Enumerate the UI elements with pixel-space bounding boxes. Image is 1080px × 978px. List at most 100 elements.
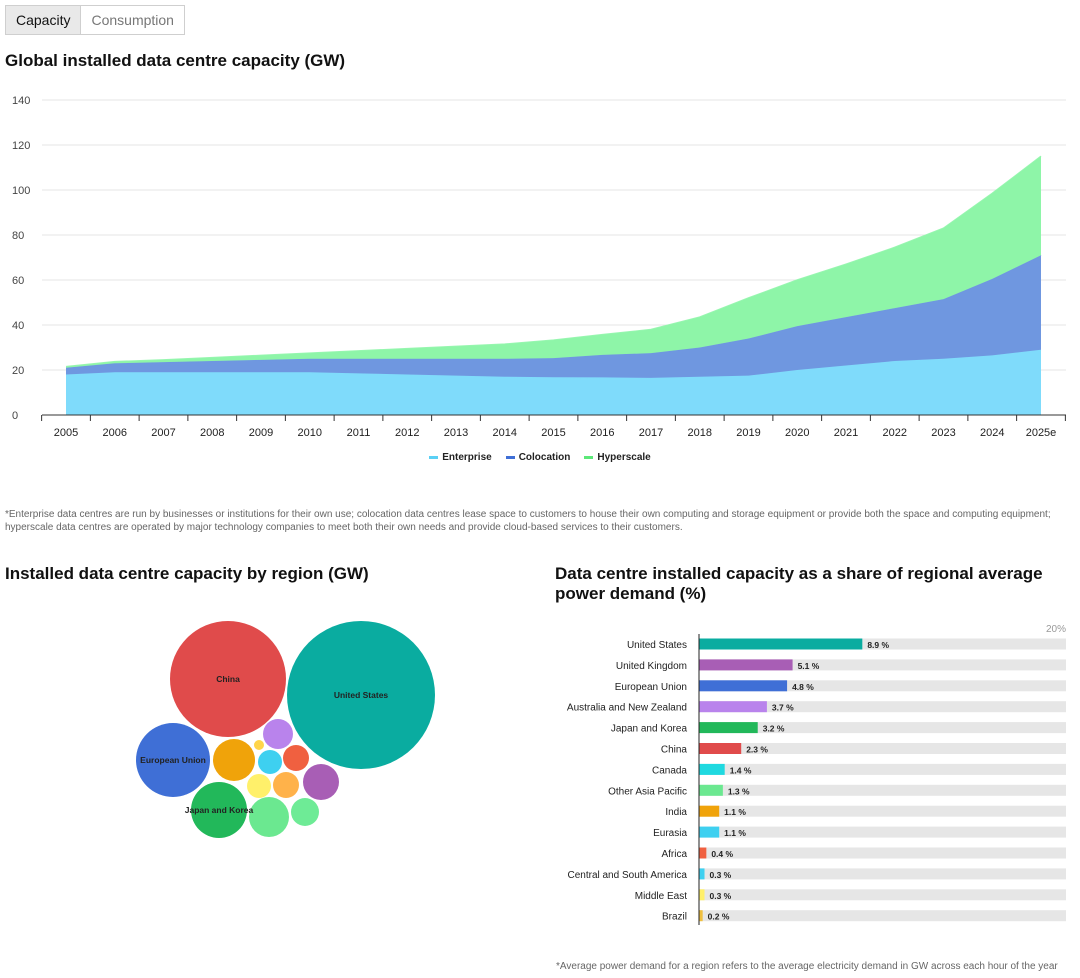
legend-item[interactable]: Hyperscale [584, 452, 651, 463]
category-label: Other Asia Pacific [608, 786, 687, 797]
legend-label: Enterprise [442, 452, 492, 463]
y-tick-label: 140 [12, 95, 30, 107]
value-label: 1.1 % [724, 807, 746, 817]
bar [699, 763, 725, 775]
value-label: 0.3 % [710, 870, 732, 880]
series-line-hyperscale [65, 155, 1042, 368]
x-tick-label: 2015 [541, 427, 565, 439]
y-tick-label: 20 [12, 365, 24, 377]
bubble [291, 798, 319, 826]
chart3-footnote: *Average power demand for a region refer… [556, 961, 1058, 972]
y-tick-label: 40 [12, 320, 24, 332]
value-label: 4.8 % [792, 682, 814, 692]
value-label: 0.4 % [711, 849, 733, 859]
bar [699, 784, 723, 796]
x-tick-label: 2025e [1026, 427, 1057, 439]
bubble-label: Japan and Korea [185, 805, 254, 815]
bar [699, 805, 720, 817]
bar [699, 743, 742, 754]
value-label: 1.3 % [728, 786, 750, 796]
category-label: Eurasia [653, 828, 687, 839]
tab-capacity[interactable]: Capacity [5, 5, 82, 35]
category-label: Central and South America [567, 870, 687, 881]
category-label: India [665, 807, 687, 818]
area-colocation [66, 255, 1041, 378]
x-tick-label: 2014 [493, 427, 517, 439]
value-label: 3.7 % [772, 703, 794, 713]
share-bar-chart: 20% United States 8.9 % United Kingdom 5.1 %… [567, 624, 1066, 925]
area-enterprise [66, 349, 1041, 415]
legend-item[interactable]: Enterprise [429, 452, 492, 463]
bubble [213, 739, 255, 781]
x-tick-label: 2016 [590, 427, 614, 439]
legend-swatch [429, 456, 439, 459]
y-tick-label: 60 [12, 275, 24, 287]
legend-swatch [505, 456, 515, 459]
tab-consumption[interactable]: Consumption [81, 5, 185, 35]
area-hyperscale [66, 156, 1041, 368]
category-label: Brazil [662, 912, 687, 923]
category-label: Japan and Korea [611, 724, 688, 735]
x-tick-label: 2011 [347, 427, 371, 439]
x-tick-label: 2005 [54, 427, 78, 439]
category-label: Australia and New Zealand [567, 703, 687, 714]
bar [699, 701, 767, 713]
legend-label: Colocation [518, 452, 571, 463]
bar-track [699, 826, 1066, 838]
bar-track [699, 805, 1066, 817]
bar-track [699, 784, 1066, 796]
legend-swatch [584, 456, 594, 459]
x-tick-label: 2021 [834, 427, 858, 439]
x-tick-label: 2010 [298, 427, 322, 439]
x-tick-label: 2018 [688, 427, 712, 439]
value-label: 8.9 % [867, 640, 889, 650]
chart3-title: Data centre installed capacity as a shar… [555, 564, 1043, 603]
bar [699, 722, 758, 734]
y-tick-label: 100 [12, 185, 30, 197]
bubble [254, 740, 264, 750]
bar-track [699, 910, 1066, 922]
bubble [263, 719, 293, 749]
x-tick-label: 2017 [639, 427, 663, 439]
chart1-title: Global installed data centre capacity (G… [5, 51, 346, 70]
bar-track [699, 743, 1066, 754]
bar [699, 910, 703, 922]
x-tick-label: 2019 [736, 427, 760, 439]
category-label: United Kingdom [616, 661, 687, 672]
bar-track [699, 847, 1066, 859]
bar [699, 680, 788, 692]
x-tick-label: 2022 [883, 427, 907, 439]
x-tick-label: 2009 [249, 427, 273, 439]
legend-item[interactable]: Colocation [505, 452, 571, 463]
legend-label: Hyperscale [597, 452, 651, 463]
bar [699, 868, 705, 880]
x-tick-label: 2006 [103, 427, 127, 439]
bubble [247, 774, 271, 798]
bubble [283, 745, 309, 771]
bubble [287, 621, 435, 769]
capacity-area-chart: 0 20 40 60 80 100 120 140 2005 2006 2007 2008 2009 20… [12, 95, 1066, 439]
value-label: 0.2 % [708, 912, 730, 922]
bubble [191, 782, 247, 838]
chart1-legend: Enterprise Colocation Hyperscale [0, 452, 1080, 463]
chart1-footnote: *Enterprise data centres are run by busi… [5, 509, 1051, 533]
bar-track [699, 889, 1066, 901]
bar [699, 638, 863, 650]
bar [699, 847, 707, 859]
bar-track [699, 680, 1066, 692]
bubble [249, 797, 289, 837]
value-label: 2.3 % [746, 745, 768, 755]
x-tick-label: 2012 [395, 427, 419, 439]
y-tick-label: 80 [12, 230, 24, 242]
view-tabs: Capacity Consumption [5, 5, 185, 35]
region-bubble-chart: United States China European Union Japan an… [136, 621, 435, 838]
bubble [303, 764, 339, 800]
x-tick-label: 2007 [151, 427, 175, 439]
bubble-label: China [216, 674, 240, 684]
bar-track [699, 638, 1066, 650]
bubble [258, 750, 282, 774]
y-tick-label: 0 [12, 410, 18, 422]
bubble [136, 723, 210, 797]
category-label: China [661, 745, 688, 756]
bubble [170, 621, 286, 737]
